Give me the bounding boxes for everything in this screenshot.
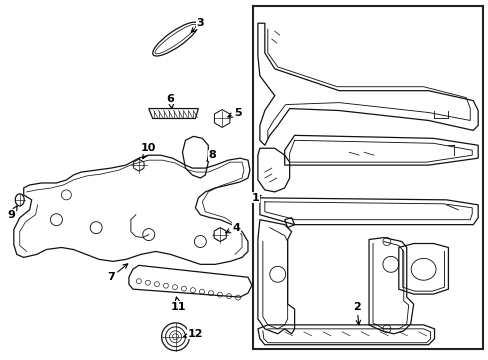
Polygon shape	[133, 159, 143, 171]
Text: 11: 11	[170, 297, 186, 312]
Text: 2: 2	[352, 302, 360, 325]
Text: 4: 4	[225, 222, 240, 233]
Text: 5: 5	[227, 108, 242, 117]
Text: 1: 1	[251, 193, 260, 203]
Bar	[252, 6, 482, 349]
Text: 3: 3	[191, 18, 203, 32]
Text: 8: 8	[207, 150, 216, 161]
Text: 12: 12	[183, 329, 203, 339]
Text: 6: 6	[166, 94, 174, 109]
Polygon shape	[214, 109, 229, 127]
Text: 10: 10	[141, 143, 156, 159]
Ellipse shape	[155, 24, 196, 54]
Polygon shape	[214, 228, 226, 242]
Text: 9: 9	[8, 206, 17, 220]
Text: 7: 7	[107, 264, 127, 282]
Ellipse shape	[152, 22, 198, 56]
